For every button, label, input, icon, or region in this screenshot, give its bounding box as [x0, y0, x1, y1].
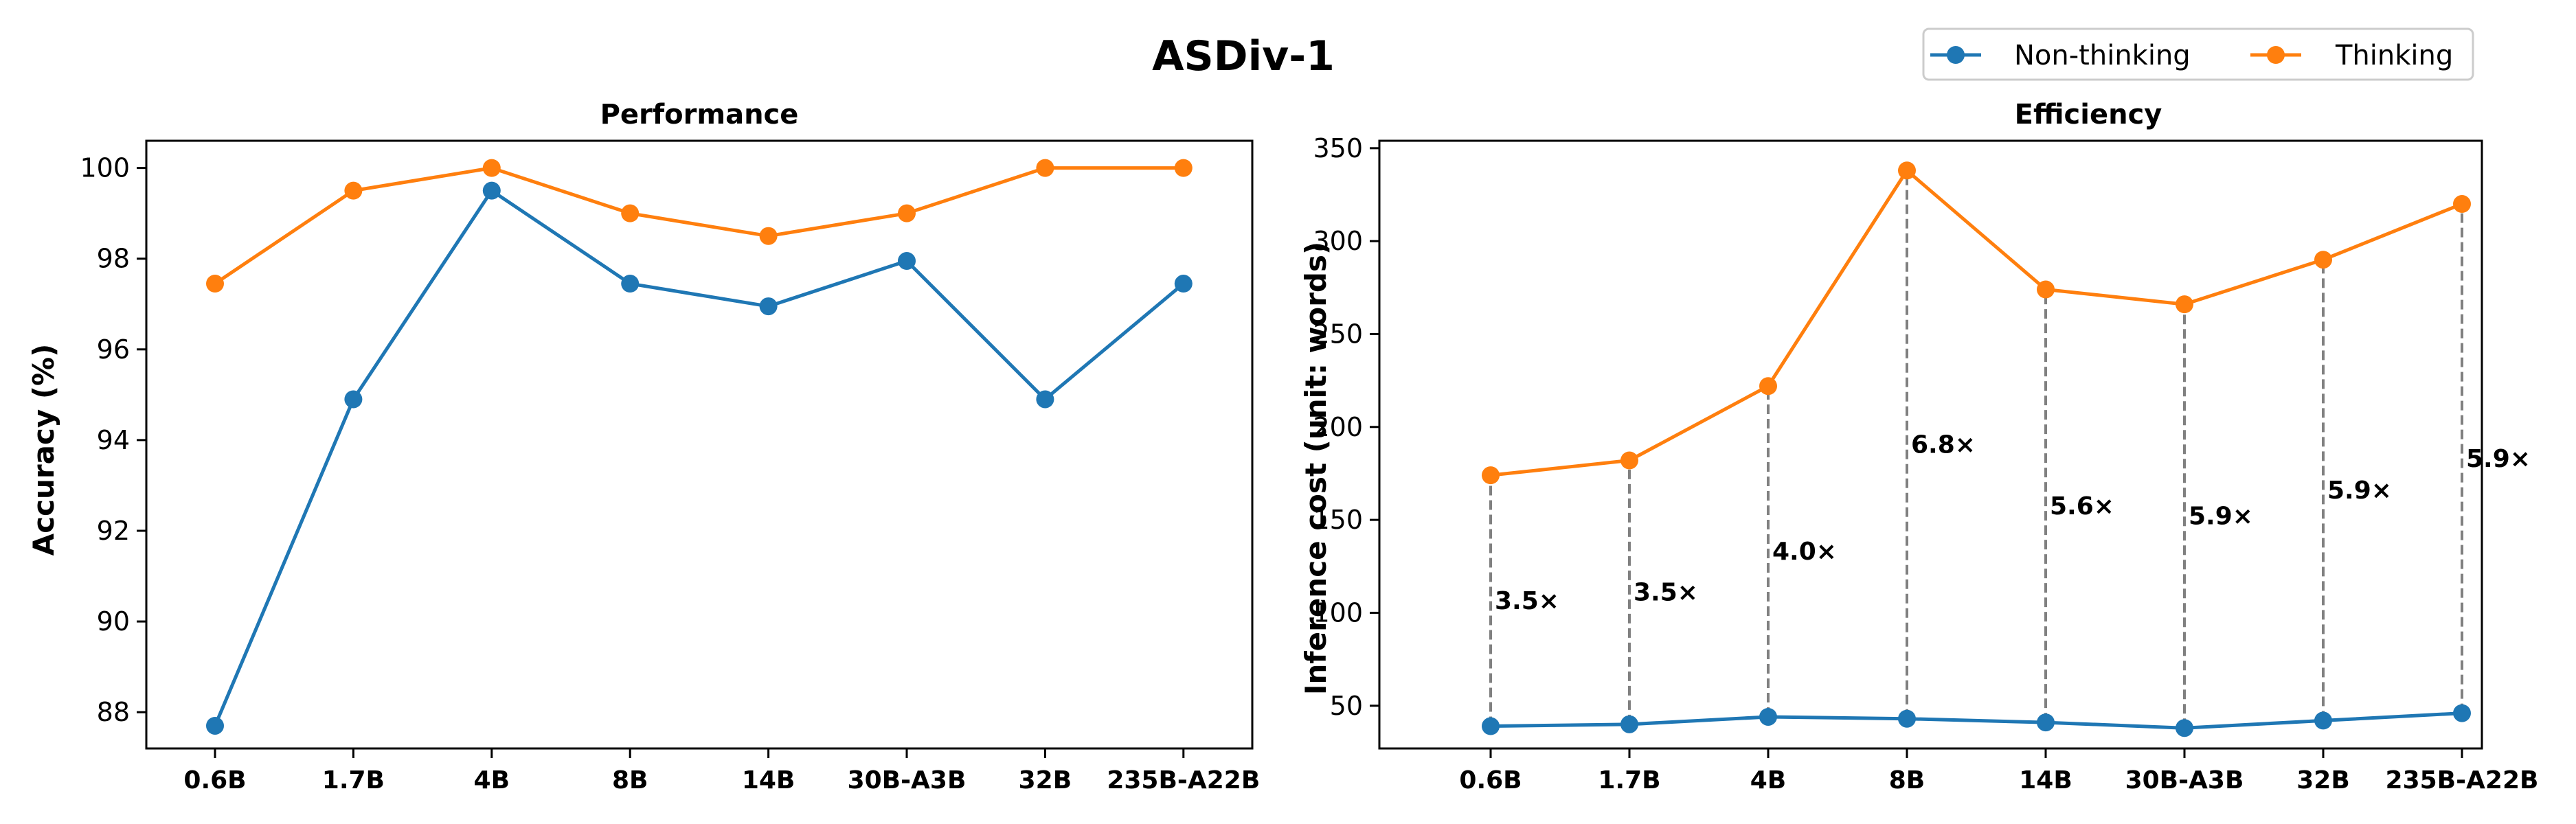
performance-ytick-label-96: 96 [97, 334, 130, 365]
performance-xtick-label-30b-a3b: 30B-A3B [848, 766, 967, 794]
performance-point-non-thinking-0-6b [206, 716, 224, 735]
performance-ytick-label-88: 88 [97, 697, 130, 727]
efficiency-subtitle: Efficiency [2015, 99, 2162, 130]
ratio-label-235b-a22b: 5.9× [2466, 445, 2531, 473]
performance-ytick-label-90: 90 [97, 606, 130, 637]
performance-ytick-label-92: 92 [97, 516, 130, 546]
efficiency-line-non-thinking [1490, 711, 2463, 730]
efficiency-line-thinking [1490, 168, 2463, 477]
efficiency-point-non-thinking-1-7b [1620, 715, 1638, 733]
efficiency-ytick-label-200: 200 [1313, 412, 1363, 442]
performance-point-non-thinking-32b [1036, 390, 1054, 409]
efficiency-point-thinking-1-7b [1620, 451, 1638, 470]
efficiency-point-thinking-14b [2037, 280, 2055, 299]
efficiency-point-thinking-30b-a3b [2176, 295, 2193, 314]
performance-axes-frame [145, 139, 1254, 750]
performance-point-thinking-235b-a22b [1174, 159, 1193, 177]
legend-label-non-thinking: Non-thinking [2014, 40, 2191, 71]
efficiency-ratio-labels: 3.5× 3.5× 4.0× 6.8× 5.6× 5.9× 5.9× 5.9× [1495, 431, 2531, 615]
legend-label-thinking: Thinking [2335, 40, 2453, 71]
performance-panel: Performance Accuracy (%) 88 90 92 94 96 98 100… [27, 99, 1260, 794]
performance-ylabel: Accuracy (%) [27, 344, 60, 556]
efficiency-ytick-label-350: 350 [1313, 133, 1363, 163]
performance-ytick-label-100: 100 [80, 153, 130, 183]
performance-subtitle: Performance [600, 99, 799, 130]
efficiency-point-non-thinking-4b [1759, 707, 1777, 726]
efficiency-point-thinking-4b [1759, 377, 1777, 396]
performance-xtick-label-14b: 14B [742, 766, 795, 794]
performance-point-thinking-32b [1036, 159, 1054, 177]
efficiency-ylabel: Inference cost (unit: words) [1299, 242, 1333, 695]
ratio-label-0-6b: 3.5× [1495, 587, 1559, 615]
performance-point-non-thinking-14b [759, 297, 778, 316]
efficiency-xtick-label-235b-a22b: 235B-A22B [2386, 766, 2539, 794]
figure-title: ASDiv-1 [1152, 32, 1335, 80]
efficiency-xtick-label-0-6b: 0.6B [1459, 766, 1522, 794]
ratio-label-32b: 5.9× [2327, 477, 2392, 505]
efficiency-xtick-label-30b-a3b: 30B-A3B [2125, 766, 2244, 794]
performance-xtick-label-1-7b: 1.7B [322, 766, 385, 794]
performance-xtick-label-4b: 4B [474, 766, 510, 794]
performance-xtick-label-32b: 32B [1019, 766, 1072, 794]
legend-frame [1922, 27, 2474, 81]
ratio-label-1-7b: 3.5× [1634, 579, 1698, 607]
performance-point-thinking-1-7b [344, 181, 363, 200]
ratio-label-8b: 6.8× [1911, 431, 1976, 459]
legend: Non-thinking Thinking [1922, 27, 2474, 81]
performance-point-thinking-0-6b [206, 275, 224, 293]
efficiency-point-non-thinking-30b-a3b [2176, 719, 2193, 737]
performance-xtick-label-235b-a22b: 235B-A22B [1107, 766, 1260, 794]
performance-xtick-label-8b: 8B [612, 766, 648, 794]
efficiency-xtick-label-14b: 14B [2019, 766, 2072, 794]
efficiency-panel: Efficiency Inference cost (unit: words) … [1299, 99, 2538, 794]
performance-point-non-thinking-1-7b [344, 390, 363, 409]
efficiency-xtick-label-8b: 8B [1889, 766, 1925, 794]
efficiency-ticks: 50 100 150 200 250 300 350 0.6B 1.7B 4B 8B 14B 30B-A… [1313, 133, 2538, 794]
legend-marker-thinking [2267, 46, 2285, 64]
efficiency-axes-frame [1378, 139, 2483, 750]
efficiency-point-thinking-32b [2314, 251, 2332, 269]
efficiency-ytick-label-300: 300 [1313, 226, 1363, 256]
efficiency-point-thinking-235b-a22b [2453, 195, 2471, 214]
performance-ytick-label-98: 98 [97, 244, 130, 274]
efficiency-ytick-label-250: 250 [1313, 319, 1363, 349]
performance-marks [206, 159, 1193, 735]
performance-point-non-thinking-30b-a3b [898, 252, 916, 271]
efficiency-xtick-label-4b: 4B [1750, 766, 1787, 794]
performance-ticks: 88 90 92 94 96 98 100 0.6B 1.7B 4B 8B 14B 30B-A3B 32B… [80, 153, 1260, 794]
efficiency-xtick-label-32b: 32B [2296, 766, 2350, 794]
performance-line-thinking [214, 166, 1184, 286]
efficiency-point-non-thinking-235b-a22b [2453, 704, 2471, 722]
efficiency-point-non-thinking-8b [1898, 709, 1916, 728]
performance-xtick-label-0-6b: 0.6B [183, 766, 246, 794]
efficiency-point-non-thinking-0-6b [1482, 717, 1500, 735]
performance-point-thinking-30b-a3b [898, 204, 916, 222]
efficiency-ytick-label-50: 50 [1330, 691, 1363, 721]
performance-point-thinking-14b [759, 227, 778, 245]
efficiency-ytick-label-100: 100 [1313, 597, 1363, 628]
efficiency-guides [1489, 170, 2463, 729]
performance-point-non-thinking-8b [621, 275, 640, 293]
ratio-label-30b-a3b: 5.9× [2189, 503, 2253, 531]
efficiency-ytick-label-150: 150 [1313, 505, 1363, 535]
performance-point-thinking-4b [482, 159, 501, 177]
efficiency-point-non-thinking-14b [2037, 713, 2055, 732]
efficiency-point-non-thinking-32b [2314, 711, 2332, 730]
efficiency-xtick-label-1-7b: 1.7B [1598, 766, 1660, 794]
performance-ytick-label-94: 94 [97, 425, 130, 455]
efficiency-point-thinking-0-6b [1482, 466, 1500, 485]
ratio-label-14b: 5.6× [2050, 492, 2114, 520]
legend-marker-non-thinking [1947, 46, 1965, 64]
performance-point-non-thinking-4b [482, 181, 501, 200]
performance-line-non-thinking [213, 189, 1185, 726]
ratio-label-4b: 4.0× [1772, 538, 1837, 566]
efficiency-marks [1482, 161, 2471, 737]
performance-point-non-thinking-235b-a22b [1174, 275, 1193, 293]
performance-point-thinking-8b [621, 204, 640, 222]
efficiency-point-thinking-8b [1898, 161, 1916, 180]
